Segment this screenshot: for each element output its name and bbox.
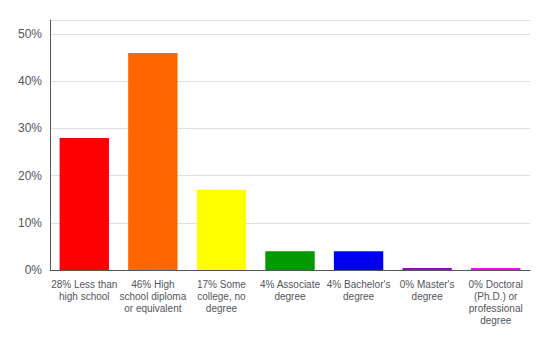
- svg-text:30%: 30%: [18, 121, 42, 135]
- svg-text:professional: professional: [469, 303, 523, 314]
- svg-text:20%: 20%: [18, 169, 42, 183]
- svg-text:degree: degree: [412, 291, 444, 302]
- svg-text:10%: 10%: [18, 216, 42, 230]
- svg-text:46% High: 46% High: [131, 279, 174, 290]
- svg-text:0%: 0%: [25, 263, 43, 277]
- svg-text:0% Master's: 0% Master's: [400, 279, 455, 290]
- svg-text:0% Doctoral: 0% Doctoral: [468, 279, 522, 290]
- svg-text:degree: degree: [274, 291, 306, 302]
- svg-text:degree: degree: [206, 303, 238, 314]
- svg-text:50%: 50%: [18, 27, 42, 41]
- svg-text:degree: degree: [480, 315, 512, 326]
- svg-text:4% Associate: 4% Associate: [260, 279, 320, 290]
- svg-text:17% Some: 17% Some: [197, 279, 246, 290]
- svg-text:4% Bachelor's: 4% Bachelor's: [327, 279, 391, 290]
- svg-text:college, no: college, no: [197, 291, 246, 302]
- svg-text:40%: 40%: [18, 74, 42, 88]
- svg-text:school diploma: school diploma: [119, 291, 186, 302]
- svg-text:(Ph.D.) or: (Ph.D.) or: [474, 291, 518, 302]
- svg-text:or equivalent: or equivalent: [124, 303, 181, 314]
- svg-text:28% Less than: 28% Less than: [51, 279, 117, 290]
- svg-text:degree: degree: [343, 291, 375, 302]
- svg-text:high school: high school: [59, 291, 110, 302]
